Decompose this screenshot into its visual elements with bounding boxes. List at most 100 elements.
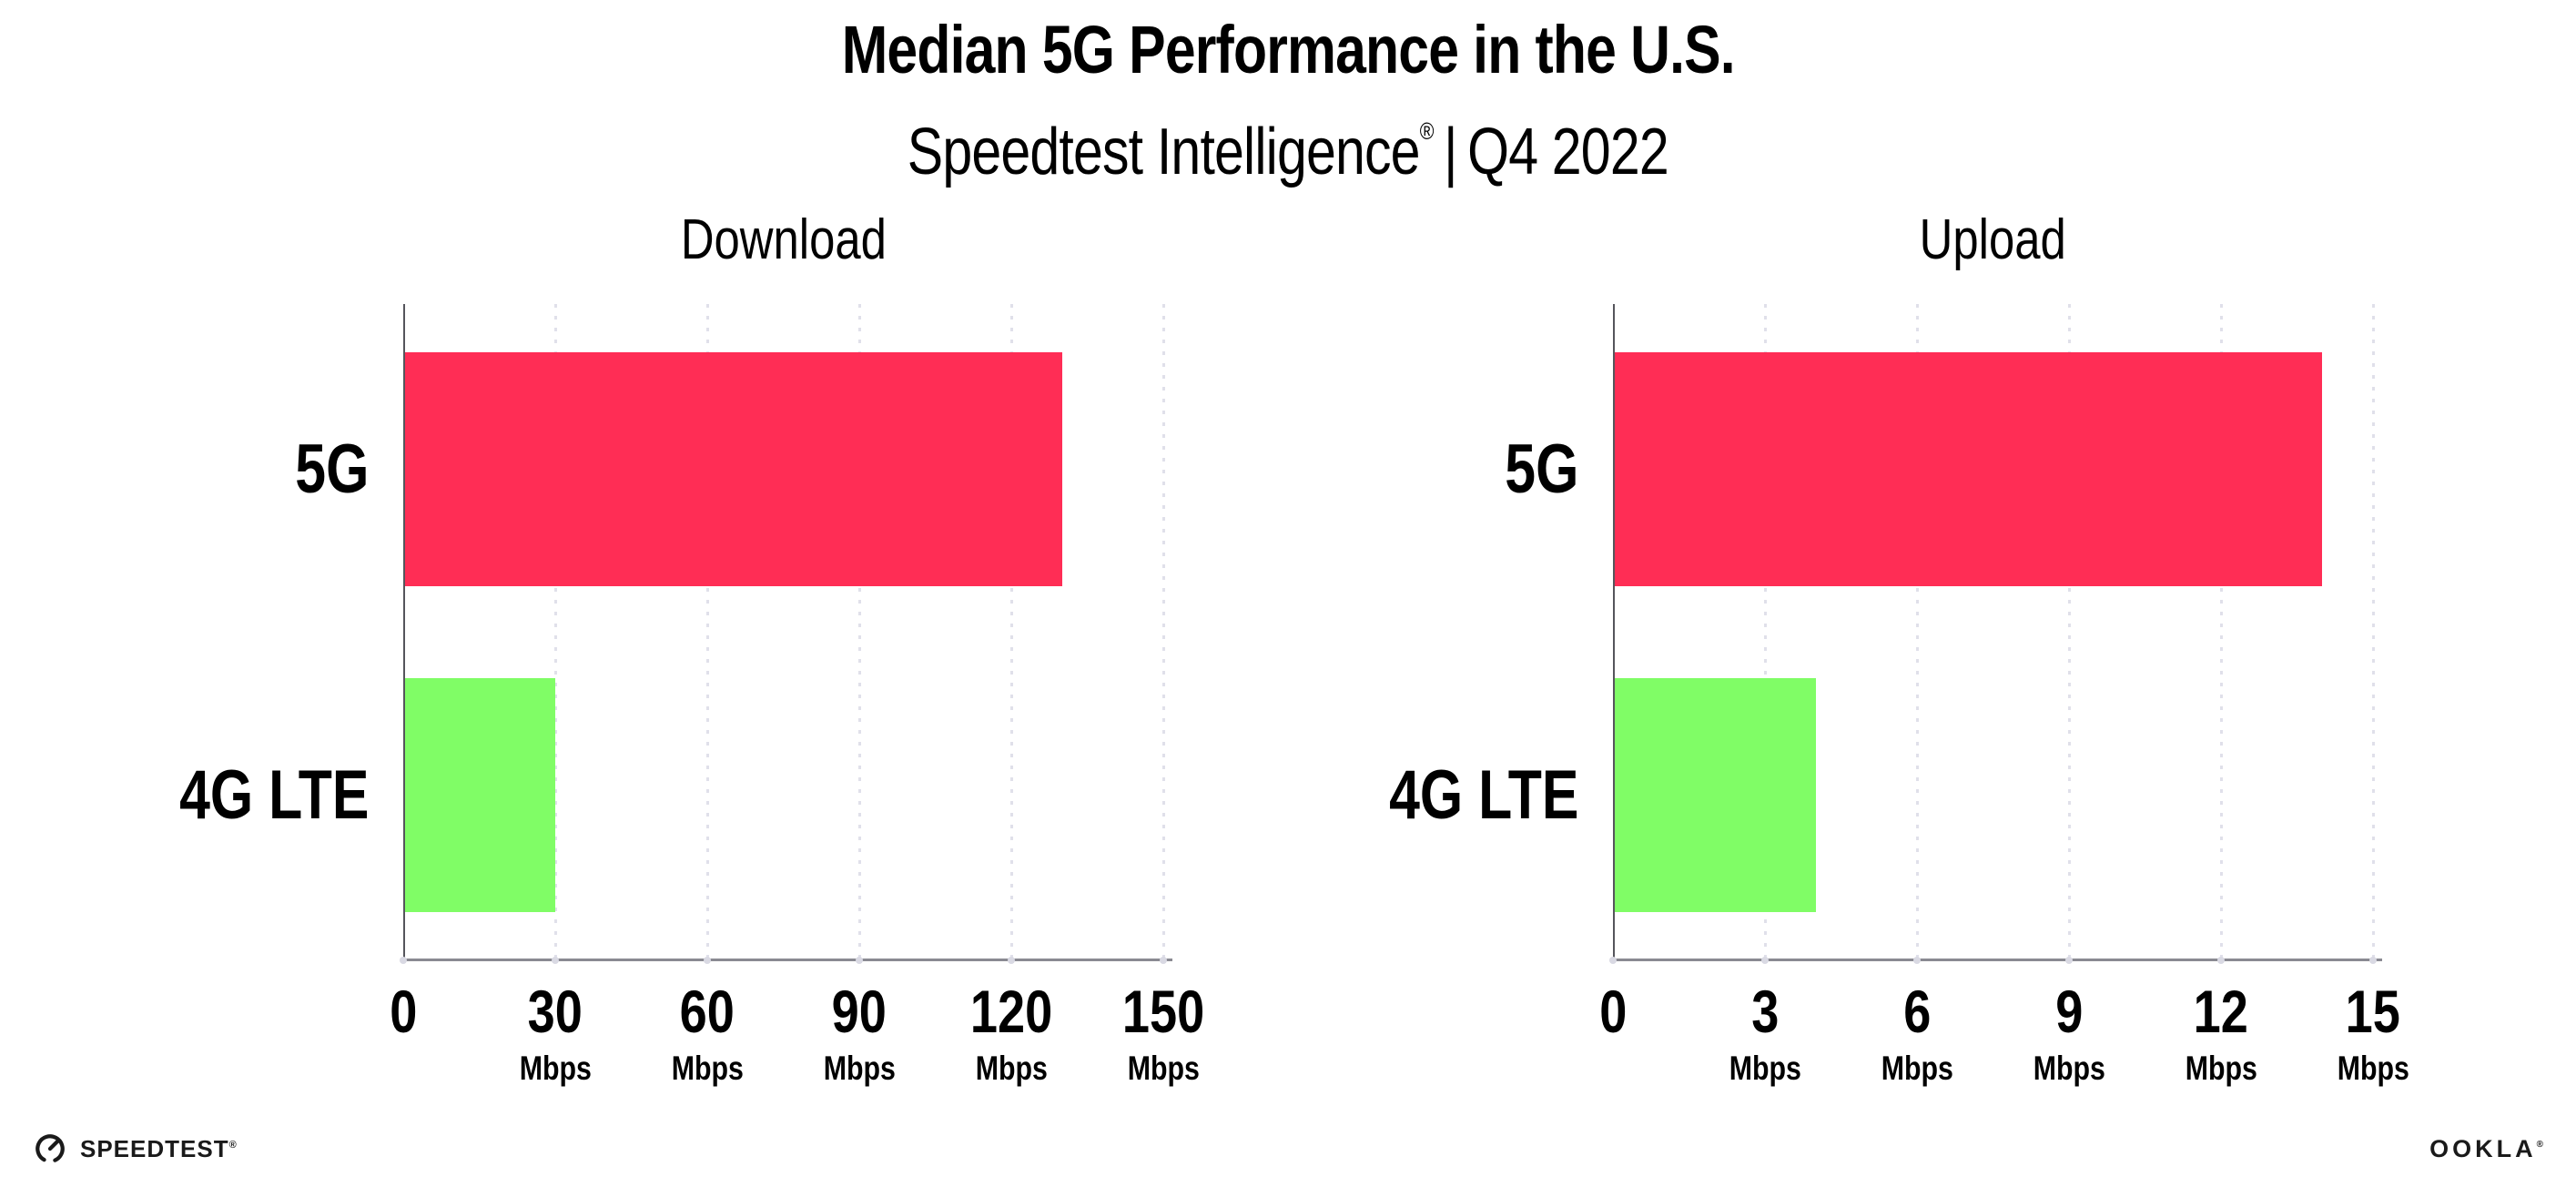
x-tick-unit-text: Mbps bbox=[823, 1050, 896, 1087]
x-tick-label-9: 9 bbox=[1969, 976, 2169, 1047]
gridline-12 bbox=[2220, 304, 2223, 959]
x-axis-line bbox=[1613, 959, 2382, 961]
y-axis-line bbox=[403, 304, 405, 959]
x-tick-value: 150 bbox=[1121, 978, 1205, 1045]
page-title-text: Median 5G Performance in the U.S. bbox=[841, 12, 1735, 87]
speedtest-registered-mark-icon: ® bbox=[228, 1139, 238, 1151]
x-tick-value: 120 bbox=[969, 978, 1053, 1045]
x-tick-unit-text: Mbps bbox=[1729, 1050, 1801, 1087]
x-tick-unit-text: Mbps bbox=[2185, 1050, 2257, 1087]
x-tick-label-3: 3 bbox=[1665, 976, 1865, 1047]
ookla-wordmark: OOKLA® bbox=[2429, 1135, 2543, 1163]
ookla-wordmark-text: OOKLA bbox=[2429, 1134, 2537, 1162]
x-tick-value: 15 bbox=[2345, 978, 2401, 1045]
gridline-6 bbox=[1916, 304, 1919, 959]
x-tick-label-15: 15 bbox=[2273, 976, 2473, 1047]
x-tick-value: 60 bbox=[679, 978, 735, 1045]
page-title: Median 5G Performance in the U.S. bbox=[0, 13, 2576, 87]
page-subtitle: Speedtest Intelligence® | Q4 2022 bbox=[0, 93, 2576, 190]
gridline-150 bbox=[1162, 304, 1165, 959]
registered-mark-icon: ® bbox=[1419, 117, 1435, 145]
axis-tick-dot-12 bbox=[2217, 957, 2225, 964]
speedtest-wordmark: SPEEDTEST® bbox=[80, 1135, 238, 1163]
chart-title-text: Upload bbox=[1919, 208, 2067, 271]
axis-tick-dot-90 bbox=[856, 957, 863, 964]
category-label-4g-lte: 4G LTE bbox=[0, 756, 369, 834]
speedometer-gauge-icon bbox=[35, 1134, 65, 1163]
category-label-text: 4G LTE bbox=[1388, 756, 1578, 834]
axis-tick-dot-9 bbox=[2065, 957, 2073, 964]
x-tick-unit-text: Mbps bbox=[975, 1050, 1048, 1087]
category-label-5g: 5G bbox=[1178, 430, 1578, 508]
subtitle-divider: | bbox=[1444, 116, 1457, 188]
x-tick-label-0: 0 bbox=[303, 976, 503, 1047]
chart-title-download: Download bbox=[403, 208, 1163, 273]
axis-tick-dot-0 bbox=[400, 957, 407, 964]
category-label-5g: 5G bbox=[0, 434, 369, 504]
x-tick-label-60: 60 bbox=[607, 976, 807, 1047]
axis-tick-dot-0 bbox=[1609, 957, 1617, 964]
x-tick-label-120: 120 bbox=[911, 976, 1111, 1047]
x-tick-unit-12: Mbps bbox=[2121, 1049, 2321, 1089]
x-tick-label-150: 150 bbox=[1063, 976, 1263, 1047]
axis-tick-dot-6 bbox=[1913, 957, 1921, 964]
gridline-9 bbox=[2068, 304, 2071, 959]
gridline-3 bbox=[1764, 304, 1767, 959]
x-tick-value: 90 bbox=[831, 978, 887, 1045]
x-tick-unit-15: Mbps bbox=[2273, 1049, 2473, 1089]
x-tick-unit-30: Mbps bbox=[455, 1049, 655, 1089]
axis-tick-dot-150 bbox=[1160, 957, 1167, 964]
x-tick-unit-6: Mbps bbox=[1817, 1049, 2017, 1089]
axis-tick-dot-30 bbox=[552, 957, 559, 964]
x-tick-unit-3: Mbps bbox=[1665, 1049, 1865, 1089]
x-tick-value: 3 bbox=[1750, 978, 1780, 1045]
x-tick-value: 12 bbox=[2193, 978, 2249, 1045]
chart-title-text: Download bbox=[680, 208, 887, 271]
speedtest-logo: SPEEDTEST® bbox=[33, 1125, 238, 1172]
axis-tick-dot-15 bbox=[2369, 957, 2377, 964]
x-tick-value: 0 bbox=[1598, 978, 1628, 1045]
x-tick-value: 0 bbox=[389, 978, 418, 1045]
x-tick-unit-text: Mbps bbox=[519, 1050, 592, 1087]
x-tick-unit-9: Mbps bbox=[1969, 1049, 2169, 1089]
x-tick-unit-60: Mbps bbox=[607, 1049, 807, 1089]
x-tick-unit-120: Mbps bbox=[911, 1049, 1111, 1089]
x-tick-unit-text: Mbps bbox=[671, 1050, 744, 1087]
gridline-30 bbox=[554, 304, 557, 959]
chart-title-upload: Upload bbox=[1613, 208, 2373, 273]
ookla-logo: OOKLA® bbox=[2429, 1125, 2543, 1172]
x-axis-line bbox=[403, 959, 1172, 961]
subtitle-product: Speedtest Intelligence bbox=[907, 116, 1421, 188]
axis-tick-dot-120 bbox=[1008, 957, 1015, 964]
x-tick-unit-text: Mbps bbox=[1127, 1050, 1200, 1087]
x-tick-label-12: 12 bbox=[2121, 976, 2321, 1047]
axis-tick-dot-60 bbox=[704, 957, 711, 964]
bar-5g-upload bbox=[1615, 352, 2323, 586]
bar-5g-download bbox=[405, 352, 1062, 586]
x-tick-value: 9 bbox=[2054, 978, 2084, 1045]
axis-tick-dot-3 bbox=[1761, 957, 1769, 964]
category-label-text: 4G LTE bbox=[178, 756, 369, 834]
bar-4g-lte-upload bbox=[1615, 678, 1816, 912]
y-axis-line bbox=[1613, 304, 1615, 959]
x-tick-value: 30 bbox=[527, 978, 583, 1045]
category-label-4g-lte: 4G LTE bbox=[1178, 756, 1578, 834]
subtitle-period: Q4 2022 bbox=[1467, 116, 1669, 188]
x-tick-label-90: 90 bbox=[759, 976, 959, 1047]
x-tick-label-0: 0 bbox=[1513, 976, 1713, 1047]
gridline-60 bbox=[706, 304, 709, 959]
speedtest-wordmark-text: SPEEDTEST bbox=[80, 1134, 229, 1162]
category-label-text: 5G bbox=[1504, 430, 1578, 508]
x-tick-unit-text: Mbps bbox=[2033, 1050, 2105, 1087]
gridline-120 bbox=[1010, 304, 1013, 959]
x-tick-value: 6 bbox=[1902, 978, 1932, 1045]
bar-4g-lte-download bbox=[405, 678, 555, 912]
gridline-15 bbox=[2372, 304, 2375, 959]
x-tick-unit-150: Mbps bbox=[1063, 1049, 1263, 1089]
x-tick-label-30: 30 bbox=[455, 976, 655, 1047]
x-tick-unit-text: Mbps bbox=[2337, 1050, 2409, 1087]
x-tick-unit-90: Mbps bbox=[759, 1049, 959, 1089]
gridline-90 bbox=[858, 304, 861, 959]
page-subtitle-text: Speedtest Intelligence® | Q4 2022 bbox=[907, 93, 1669, 190]
